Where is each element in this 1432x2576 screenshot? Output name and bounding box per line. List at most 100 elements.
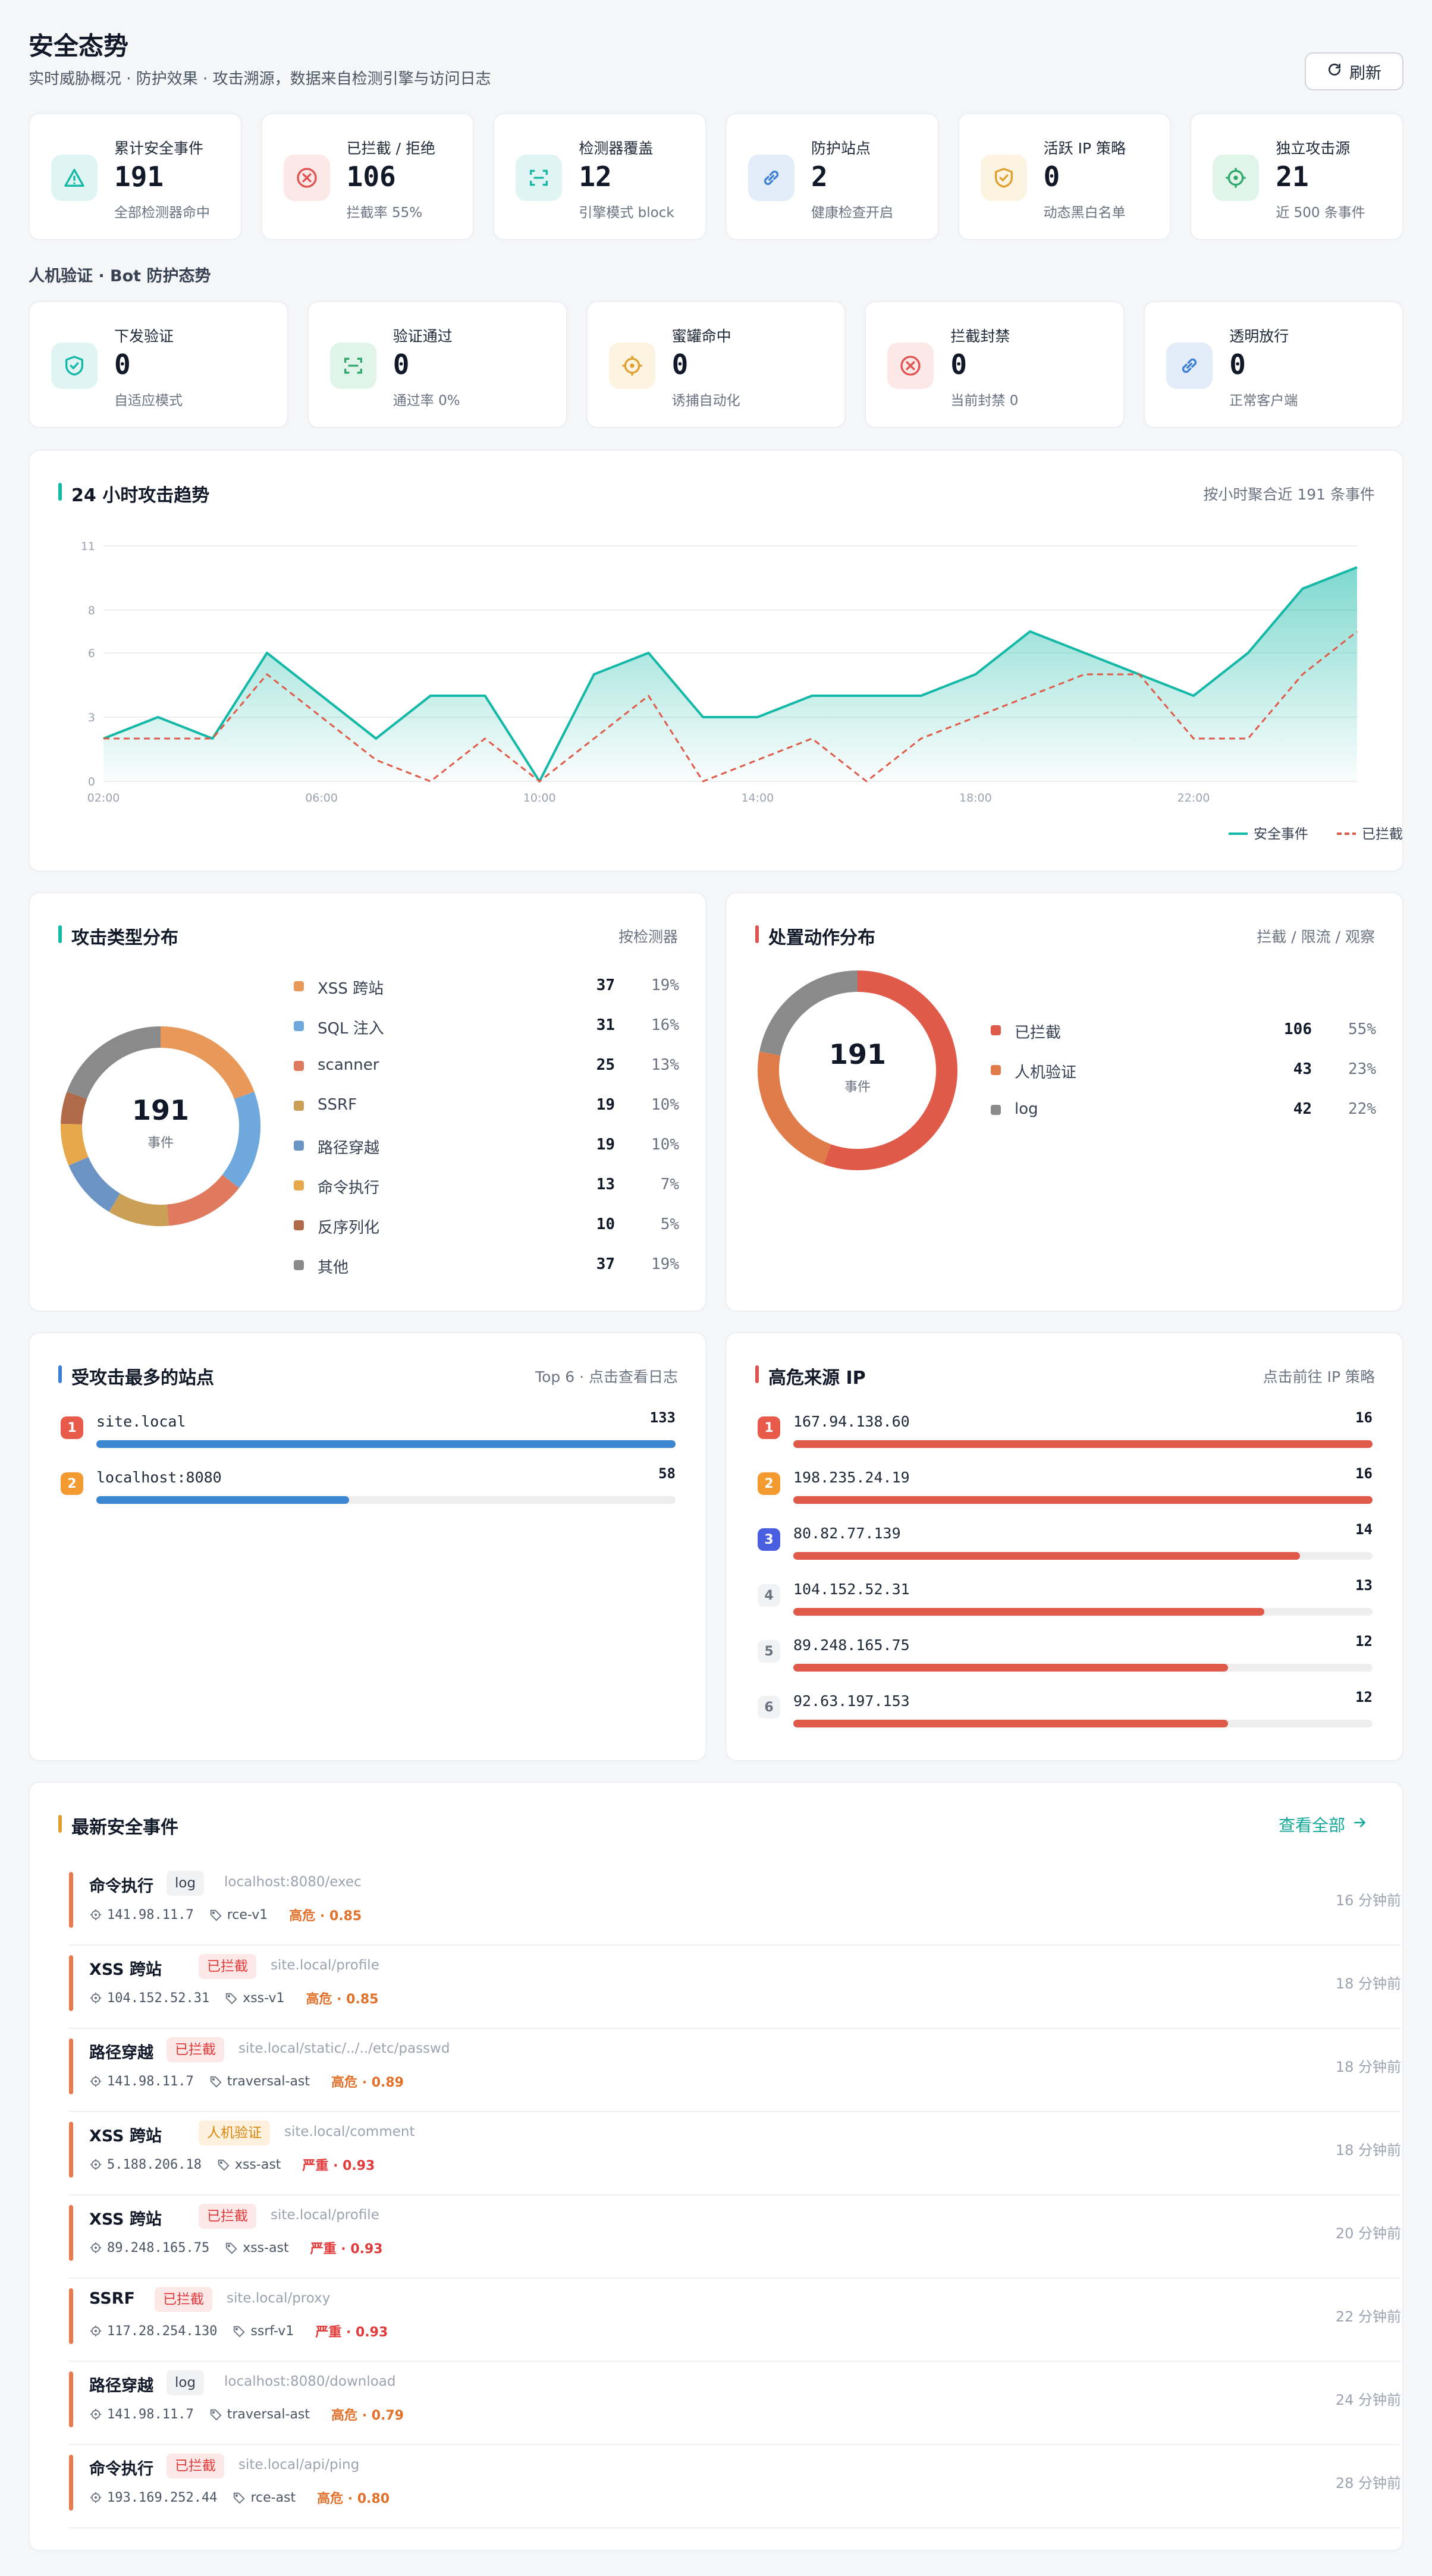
event-severity: 严重 · 0.93 [315, 2325, 388, 2340]
legend-count: 43 [1293, 1060, 1312, 1078]
rank-row[interactable]: 5 89.248.165.75 12 [758, 1633, 1373, 1675]
refresh-button[interactable]: 刷新 [1305, 52, 1403, 90]
event-row[interactable]: 命令执行 log localhost:8080/exec 141.98.11.7… [69, 1862, 1401, 1946]
event-rule: rce-v1 [227, 1907, 268, 1922]
event-action-tag: 已拦截 [199, 2204, 256, 2229]
legend-item[interactable]: SSRF 19 10% [294, 1094, 679, 1117]
event-row[interactable]: 路径穿越 log localhost:8080/download 141.98.… [69, 2362, 1401, 2445]
legend-name: 路径穿越 [318, 1139, 380, 1157]
legend-dot [294, 1141, 304, 1151]
x-tick-label: 14:00 [741, 791, 774, 805]
bot-stat-label: 拦截封禁 [950, 328, 1010, 345]
rank-badge: 1 [758, 1416, 780, 1439]
x-tick-label: 06:00 [305, 791, 338, 805]
event-ip: 141.98.11.7 [107, 2407, 194, 2422]
view-all-link[interactable]: 查看全部 [1279, 1812, 1368, 1836]
event-time: 20 分钟前 [1335, 2225, 1401, 2242]
legend-name: SSRF [318, 1096, 357, 1114]
donut-slice[interactable] [759, 970, 858, 1056]
x-tick-label: 10:00 [523, 791, 556, 805]
donut-slice[interactable] [67, 1026, 161, 1099]
rank-row[interactable]: 4 104.152.52.31 13 [758, 1577, 1373, 1619]
legend-item[interactable]: log 42 22% [991, 1098, 1376, 1121]
legend-count: 106 [1284, 1020, 1312, 1038]
event-row[interactable]: XSS 跨站 已拦截 site.local/profile 89.248.165… [69, 2195, 1401, 2279]
donut-slice[interactable] [824, 970, 957, 1170]
rank-name: 198.235.24.19 [793, 1469, 910, 1486]
legend-item[interactable]: scanner 25 13% [294, 1054, 679, 1077]
legend-item[interactable]: SQL 注入 31 16% [294, 1014, 679, 1038]
event-ip: 193.169.252.44 [107, 2490, 218, 2505]
bot-stat-value: 0 [1229, 348, 1246, 381]
event-type: XSS 跨站 [89, 1961, 162, 1979]
page-subtitle: 实时威胁概况 · 防护效果 · 攻击溯源，数据来自检测引擎与访问日志 [29, 70, 491, 88]
rank-track [793, 1608, 1373, 1616]
bot-stat-card: 下发验证 0 自适应模式 [29, 301, 288, 428]
trend-title: 24 小时攻击趋势 [58, 480, 209, 507]
rank-row[interactable]: 2 198.235.24.19 16 [758, 1465, 1373, 1507]
shield-check-icon [51, 343, 98, 389]
event-path: site.local/proxy [227, 2291, 331, 2306]
stat-card: 防护站点 2 健康检查开启 [726, 113, 939, 240]
rank-track [793, 1720, 1373, 1727]
bot-stat-label: 透明放行 [1229, 328, 1289, 345]
legend-item[interactable]: 其他 37 19% [294, 1253, 679, 1277]
y-tick-label: 3 [88, 711, 95, 724]
link-icon [748, 155, 794, 201]
tag-icon [233, 2491, 246, 2504]
donut-slice[interactable] [68, 1157, 121, 1212]
trend-card: 24 小时攻击趋势 按小时聚合近 191 条事件 0 3 6 8 11 02:00 06:0… [29, 450, 1403, 872]
y-tick-label: 11 [81, 540, 95, 553]
event-row[interactable]: 命令执行 已拦截 site.local/api/ping 193.169.252… [69, 2445, 1401, 2528]
event-type: 命令执行 [89, 2460, 153, 2478]
event-row[interactable]: XSS 跨站 已拦截 site.local/profile 104.152.52… [69, 1946, 1401, 2029]
legend-item[interactable]: 路径穿越 19 10% [294, 1133, 679, 1157]
rank-row[interactable]: 1 167.94.138.60 16 [758, 1409, 1373, 1451]
page-title: 安全态势 [29, 32, 129, 61]
donut-slice[interactable] [61, 1123, 89, 1166]
rank-row[interactable]: 2 localhost:8080 58 [61, 1465, 676, 1507]
rank-name: 80.82.77.139 [793, 1525, 901, 1542]
legend-item[interactable]: XSS 跨站 37 19% [294, 974, 679, 998]
attack-types-unit: 事件 [147, 1136, 174, 1151]
arrow-right-icon [1352, 1815, 1368, 1834]
stat-value: 21 [1276, 161, 1309, 193]
stat-sub: 近 500 条事件 [1276, 205, 1365, 221]
legend-item[interactable]: 反序列化 10 5% [294, 1213, 679, 1237]
legend-item[interactable]: 已拦截 106 55% [991, 1018, 1376, 1042]
event-time: 28 分钟前 [1335, 2475, 1401, 2492]
event-row[interactable]: 路径穿越 已拦截 site.local/static/../../etc/pas… [69, 2029, 1401, 2112]
legend-item[interactable]: 人机验证 43 23% [991, 1058, 1376, 1082]
rank-row[interactable]: 1 site.local 133 [61, 1409, 676, 1451]
event-row[interactable]: SSRF 已拦截 site.local/proxy 117.28.254.130… [69, 2279, 1401, 2362]
donut-slice[interactable] [758, 1051, 831, 1165]
donut-slice[interactable] [167, 1174, 240, 1226]
event-meta: 104.152.52.31 xss-v1 高危 · 0.85 [89, 1988, 378, 2008]
bot-stat-sub: 通过率 0% [392, 393, 460, 409]
legend-name: XSS 跨站 [318, 980, 384, 998]
legend-count: 13 [596, 1176, 615, 1193]
legend-percent: 23% [1348, 1060, 1376, 1078]
bot-stat-sub: 当前封禁 0 [950, 393, 1019, 409]
donut-slice[interactable] [160, 1026, 255, 1099]
bot-stat-sub: 自适应模式 [114, 393, 183, 409]
x-tick-label: 02:00 [87, 791, 120, 805]
event-severity-bar [69, 2205, 73, 2261]
legend-dot [991, 1025, 1001, 1035]
view-all-label: 查看全部 [1278, 1815, 1345, 1835]
top-sites-title: 受攻击最多的站点 [58, 1363, 214, 1389]
rank-row[interactable]: 6 92.63.197.153 12 [758, 1689, 1373, 1730]
donut-slice[interactable] [222, 1091, 260, 1188]
top-ips-card: 高危来源 IP 点击前往 IP 策略 1 167.94.138.60 16 2 … [726, 1332, 1403, 1761]
rank-row[interactable]: 3 80.82.77.139 14 [758, 1521, 1373, 1563]
event-row[interactable]: XSS 跨站 人机验证 site.local/comment 5.188.206… [69, 2112, 1401, 2195]
donut-slice[interactable] [109, 1193, 169, 1226]
y-tick-label: 8 [88, 604, 95, 617]
bot-stat-sub: 正常客户端 [1229, 393, 1298, 409]
legend-item[interactable]: 命令执行 13 7% [294, 1173, 679, 1197]
bot-stat-card: 验证通过 0 通过率 0% [307, 301, 567, 428]
stat-sub: 引擎模式 block [579, 205, 674, 221]
scan-icon [329, 343, 376, 389]
stat-card: 检测器覆盖 12 引擎模式 block [493, 113, 706, 240]
donut-slice[interactable] [61, 1091, 87, 1125]
